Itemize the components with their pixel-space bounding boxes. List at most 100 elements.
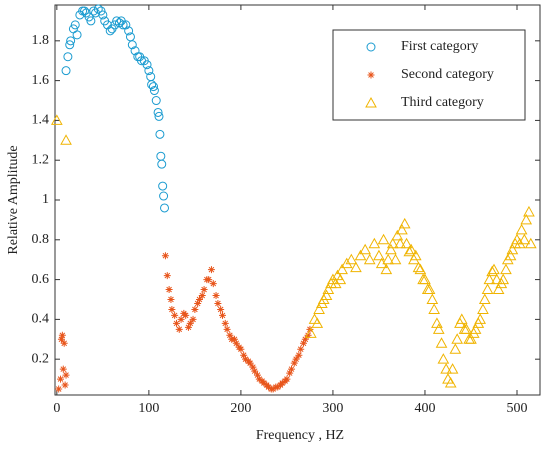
point	[155, 129, 165, 139]
legend-label: First category	[401, 39, 478, 54]
point	[385, 243, 397, 255]
point	[320, 289, 333, 301]
point	[377, 233, 390, 245]
point	[394, 237, 406, 249]
point	[189, 315, 197, 323]
point	[226, 331, 234, 339]
point	[168, 305, 176, 313]
point	[191, 305, 199, 313]
point	[63, 52, 73, 62]
point	[304, 327, 317, 338]
point	[72, 30, 82, 40]
point	[405, 243, 418, 255]
point	[446, 363, 459, 374]
point	[214, 299, 222, 307]
point	[301, 335, 309, 343]
point	[490, 273, 503, 285]
point	[207, 266, 215, 274]
point	[200, 286, 208, 294]
point	[283, 375, 291, 383]
point	[386, 237, 399, 249]
point	[340, 257, 353, 269]
point	[121, 20, 131, 30]
point	[184, 323, 192, 331]
point	[486, 265, 498, 277]
point	[172, 319, 180, 327]
y-tick-label: 1.4	[32, 113, 50, 128]
point	[299, 339, 307, 347]
point	[142, 60, 152, 70]
point	[412, 261, 425, 273]
x-tick-label: 100	[138, 401, 159, 416]
point	[359, 243, 371, 255]
point	[260, 379, 268, 387]
point	[124, 26, 134, 36]
point	[477, 303, 489, 314]
point	[419, 273, 431, 285]
point	[288, 365, 296, 373]
point	[304, 331, 312, 339]
point	[515, 223, 528, 235]
point	[334, 273, 347, 285]
point	[182, 311, 190, 319]
y-tick-label: 0.8	[32, 232, 50, 247]
point	[130, 46, 140, 56]
point	[154, 111, 164, 121]
point	[58, 331, 66, 339]
point	[118, 20, 128, 30]
point	[440, 363, 452, 374]
point	[165, 286, 173, 294]
point	[409, 249, 422, 261]
point	[437, 353, 450, 364]
point	[127, 40, 137, 50]
point	[217, 305, 225, 313]
point	[375, 257, 388, 269]
x-tick-label: 400	[414, 401, 435, 416]
point	[98, 10, 108, 20]
point	[84, 12, 94, 22]
y-tick-label: 0.2	[32, 351, 50, 366]
point	[428, 303, 441, 314]
point	[153, 107, 163, 117]
point	[354, 249, 367, 261]
point	[93, 4, 103, 14]
point	[171, 311, 179, 319]
point	[161, 252, 169, 260]
point	[506, 243, 519, 255]
point	[500, 263, 512, 275]
point	[246, 359, 254, 367]
point	[389, 253, 402, 265]
point	[89, 6, 99, 16]
point	[403, 245, 416, 257]
point	[253, 371, 261, 379]
point	[524, 237, 537, 249]
point	[209, 280, 217, 288]
point	[251, 367, 259, 375]
point	[350, 261, 362, 273]
x-tick-label: 0	[53, 401, 60, 416]
point	[96, 6, 106, 16]
point	[175, 325, 183, 333]
y-tick-label: 1	[42, 192, 49, 207]
point	[160, 203, 170, 213]
x-tick-label: 500	[506, 401, 527, 416]
y-axis-label: Relative Amplitude	[6, 145, 21, 254]
point	[481, 283, 494, 295]
legend-marker	[366, 42, 376, 52]
point	[255, 375, 263, 383]
y-tick-label: 1.6	[32, 73, 50, 88]
point	[414, 263, 427, 275]
point	[449, 343, 462, 354]
point	[195, 295, 203, 303]
point	[435, 337, 448, 348]
y-tick-label: 0.4	[32, 312, 50, 327]
point	[311, 317, 324, 328]
point	[50, 114, 63, 125]
point	[159, 191, 169, 201]
point	[249, 363, 257, 371]
point	[237, 345, 245, 353]
point	[313, 303, 325, 314]
point	[455, 313, 468, 324]
point	[426, 293, 439, 304]
